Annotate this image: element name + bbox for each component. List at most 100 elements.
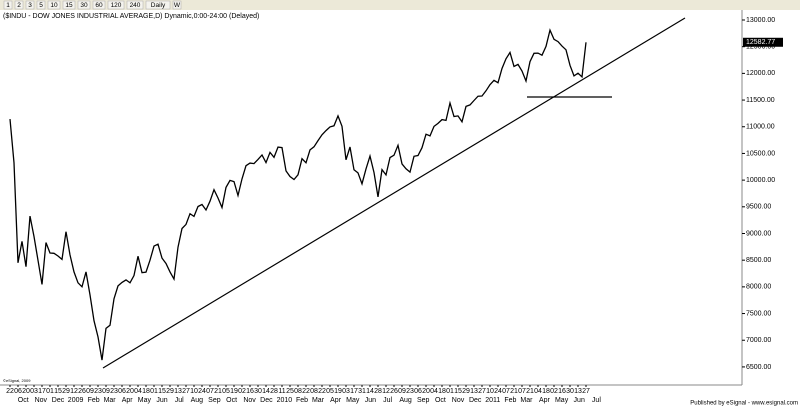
x-tick-label: 20 [422, 388, 430, 395]
month-label: Oct [18, 397, 29, 404]
x-tick-label: 02 [550, 388, 558, 395]
footer-bg [705, 399, 800, 407]
x-tick-label: 30 [566, 388, 574, 395]
month-label: Nov [243, 397, 256, 404]
toolbar [0, 0, 800, 10]
toolbar-button[interactable] [36, 0, 46, 10]
x-tick-label: 06 [118, 388, 126, 395]
month-label: Jul [592, 397, 601, 404]
toolbar-button[interactable] [14, 0, 24, 10]
x-tick-label: 08 [294, 388, 302, 395]
last-price-label: 12582.77 [746, 39, 775, 46]
month-label: Feb [504, 397, 516, 404]
x-tick-label: 22 [318, 388, 326, 395]
y-tick-label: 8000.00 [746, 284, 771, 291]
x-tick-label: 06 [414, 388, 422, 395]
y-tick-label: 6500.00 [746, 364, 771, 371]
month-label: Sep [208, 397, 221, 404]
month-label: Dec [260, 397, 273, 404]
month-label: Apr [330, 397, 342, 404]
month-label: Apr [539, 397, 551, 404]
x-tick-label: 27 [182, 388, 190, 395]
toolbar-button[interactable] [47, 0, 61, 10]
month-label: Aug [191, 397, 204, 404]
toolbar-label: 5 [39, 2, 43, 9]
y-tick-label: 7000.00 [746, 337, 771, 344]
month-label: Jun [156, 397, 167, 404]
x-tick-label: 26 [390, 388, 398, 395]
y-tick-label: 10000.00 [746, 177, 775, 184]
y-tick-label: 9000.00 [746, 230, 771, 237]
month-label: 2011 [485, 397, 500, 404]
month-label: May [346, 397, 360, 404]
toolbar-button[interactable] [62, 0, 76, 10]
trend-line [102, 17, 686, 369]
toolbar-button[interactable] [3, 0, 13, 10]
toolbar-button[interactable] [92, 0, 106, 10]
watermark: ©eSignal, 2009 [3, 378, 31, 383]
y-tick-label: 12500.00 [746, 44, 775, 51]
x-tick-label: 25 [286, 388, 294, 395]
month-label: Oct [435, 397, 446, 404]
x-tick-label: 06 [14, 388, 22, 395]
x-tick-label: 10 [486, 388, 494, 395]
month-label: Jun [574, 397, 585, 404]
toolbar-button[interactable] [145, 0, 171, 10]
month-label: Aug [399, 397, 412, 404]
x-tick-label: 12 [70, 388, 78, 395]
toolbar-button[interactable] [126, 0, 144, 10]
x-tick-label: 12 [382, 388, 390, 395]
chart-title: ($INDU - DOW JONES INDUSTRIAL AVERAGE,D)… [3, 13, 259, 20]
x-tick-label: 16 [558, 388, 566, 395]
x-tick-label: 14 [262, 388, 270, 395]
month-label: Sep [417, 397, 430, 404]
x-tick-label: 23 [110, 388, 118, 395]
x-tick-label: 09 [398, 388, 406, 395]
month-label: 2009 [68, 397, 84, 404]
toolbar-button[interactable] [172, 0, 182, 10]
month-label: 2010 [277, 397, 293, 404]
toolbar-label: 3 [28, 2, 32, 9]
month-label: Jun [365, 397, 376, 404]
x-tick-label: 13 [470, 388, 478, 395]
y-tick-label: 13000.00 [746, 17, 775, 24]
x-tick-label: 02 [238, 388, 246, 395]
month-label: Feb [296, 397, 308, 404]
y-tick-label: 7500.00 [746, 310, 771, 317]
x-tick-label: 04 [430, 388, 438, 395]
x-tick-label: 23 [94, 388, 102, 395]
y-tick-label: 8500.00 [746, 257, 771, 264]
x-tick-label: 28 [270, 388, 278, 395]
y-tick-label: 9500.00 [746, 204, 771, 211]
toolbar-button[interactable] [25, 0, 35, 10]
x-tick-label: 21 [214, 388, 222, 395]
toolbar-buttons: 1 2 3 5 10 15 30 60 120 240 Daily W [3, 0, 182, 10]
x-tick-label: 17 [350, 388, 358, 395]
month-label: Mar [312, 397, 325, 404]
x-tick-label: 20 [22, 388, 30, 395]
x-tick-label: 21 [526, 388, 534, 395]
toolbar-button[interactable] [107, 0, 125, 10]
x-tick-label: 29 [166, 388, 174, 395]
x-tick-label: 13 [574, 388, 582, 395]
x-tick-label: 24 [494, 388, 502, 395]
x-tick-label: 29 [462, 388, 470, 395]
y-tick-label: 10500.00 [746, 150, 775, 157]
x-tick-label: 18 [542, 388, 550, 395]
x-tick-label: 13 [174, 388, 182, 395]
x-tick-label: 01 [46, 388, 54, 395]
x-tick-label: 11 [278, 388, 285, 395]
x-tick-label: 16 [246, 388, 254, 395]
toolbar-label: 60 [95, 2, 103, 9]
month-label: Mar [520, 397, 533, 404]
month-label: Feb [88, 397, 100, 404]
x-tick-label: 28 [374, 388, 382, 395]
toolbar-label: 15 [65, 2, 73, 9]
last-price-box [743, 37, 783, 47]
toolbar-label: W [174, 2, 181, 9]
x-tick-label: 29 [62, 388, 70, 395]
x-tick-label: 04 [134, 388, 142, 395]
toolbar-button[interactable] [77, 0, 91, 10]
x-tick-label: 24 [198, 388, 206, 395]
